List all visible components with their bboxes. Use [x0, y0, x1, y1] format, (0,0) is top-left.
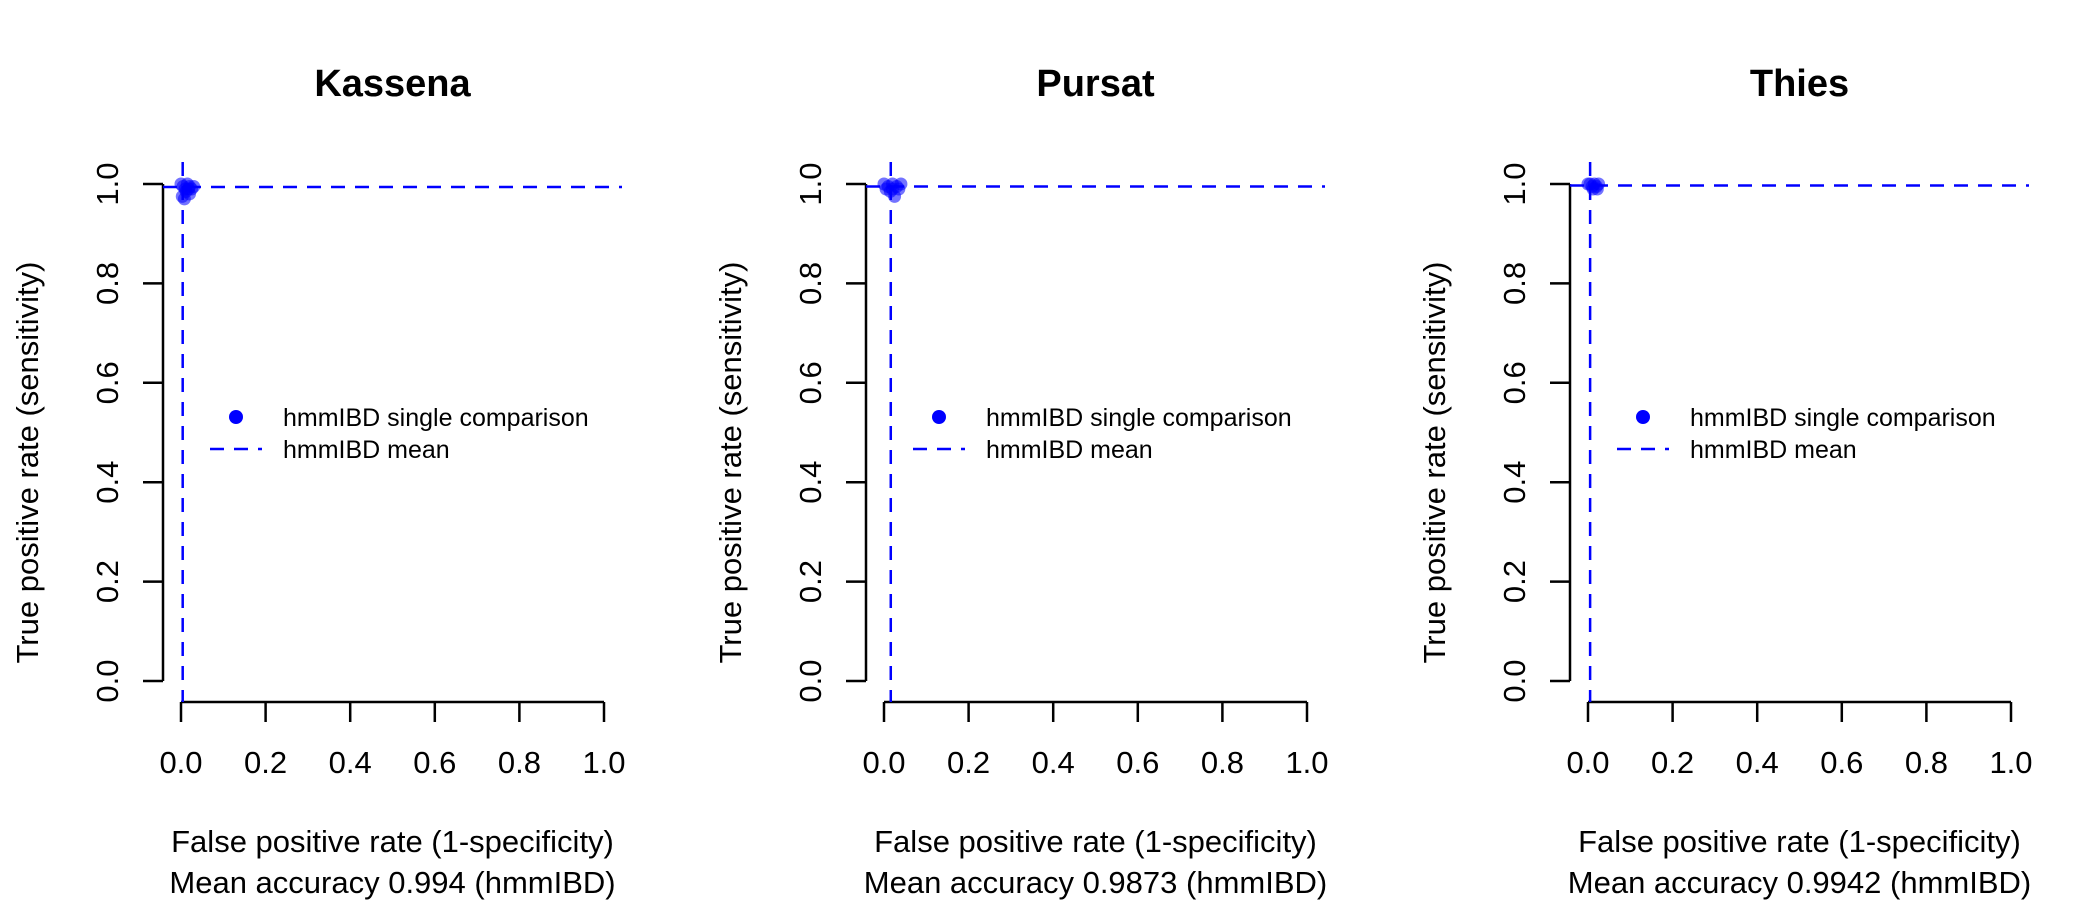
data-point	[182, 182, 196, 196]
y-tick-label: 0.2	[90, 560, 125, 603]
legend-label: hmmIBD single comparison	[283, 404, 589, 432]
y-tick-label: 0.2	[793, 560, 828, 603]
data-point	[1590, 182, 1604, 196]
y-tick-label: 0.2	[1497, 560, 1532, 603]
x-tick-label: 0.4	[1032, 745, 1075, 780]
x-axis-label: False positive rate (1-specificity)	[171, 824, 614, 859]
y-tick-label: 0.0	[1497, 659, 1532, 702]
y-tick-label: 1.0	[793, 162, 828, 205]
x-tick-label: 1.0	[1285, 745, 1328, 780]
y-tick-label: 1.0	[1497, 162, 1532, 205]
x-tick-label: 0.6	[1820, 745, 1863, 780]
legend-label: hmmIBD mean	[1690, 436, 1857, 464]
y-tick-label: 0.4	[1497, 461, 1532, 504]
y-tick-label: 0.4	[90, 461, 125, 504]
mean-accuracy-text: Mean accuracy 0.994 (hmmIBD)	[169, 865, 615, 900]
x-tick-label: 0.2	[947, 745, 990, 780]
y-tick-label: 0.6	[1497, 361, 1532, 404]
x-tick-label: 0.6	[1116, 745, 1159, 780]
x-tick-label: 0.0	[159, 745, 202, 780]
panel-title: Thies	[1750, 63, 1849, 105]
x-tick-label: 0.6	[413, 745, 456, 780]
legend-label: hmmIBD mean	[283, 436, 450, 464]
panel-title: Kassena	[314, 63, 471, 105]
mean-accuracy-text: Mean accuracy 0.9873 (hmmIBD)	[864, 865, 1327, 900]
x-axis-label: False positive rate (1-specificity)	[1578, 824, 2021, 859]
x-tick-label: 1.0	[582, 745, 625, 780]
legend: hmmIBD single comparison hmmIBD mean	[210, 404, 589, 464]
y-tick-label: 0.4	[793, 461, 828, 504]
y-tick-label: 1.0	[90, 162, 125, 205]
x-tick-label: 0.8	[1905, 745, 1948, 780]
y-axis-label: True positive rate (sensitivity)	[713, 262, 748, 664]
roc-panel-pursat: Pursat 0.0 0.2 0.4 0.6 0.8 1.0 0.0 0.2 0.4 0.6 0.8 1…	[713, 63, 1329, 900]
data-point	[885, 182, 899, 196]
legend: hmmIBD single comparison hmmIBD mean	[913, 404, 1292, 464]
x-tick-label: 0.2	[1651, 745, 1694, 780]
mean-accuracy-text: Mean accuracy 0.9942 (hmmIBD)	[1568, 865, 2031, 900]
legend-label: hmmIBD mean	[986, 436, 1153, 464]
y-tick-label: 0.0	[793, 659, 828, 702]
legend-point-marker	[932, 410, 946, 424]
legend-label: hmmIBD single comparison	[1690, 404, 1996, 432]
roc-panel-thies: Thies 0.0 0.2 0.4 0.6 0.8 1.0 0.0 0.2 0.4 0.6 0.8 1.…	[1417, 63, 2033, 900]
data-point	[177, 192, 191, 206]
y-tick-label: 0.8	[793, 262, 828, 305]
x-tick-label: 1.0	[1989, 745, 2032, 780]
x-tick-label: 0.8	[1201, 745, 1244, 780]
y-axis-label: True positive rate (sensitivity)	[10, 262, 45, 664]
y-tick-label: 0.0	[90, 659, 125, 702]
legend-label: hmmIBD single comparison	[986, 404, 1292, 432]
x-tick-label: 0.4	[1736, 745, 1779, 780]
x-axis-label: False positive rate (1-specificity)	[874, 824, 1317, 859]
x-tick-label: 0.2	[244, 745, 287, 780]
legend: hmmIBD single comparison hmmIBD mean	[1617, 404, 1996, 464]
y-tick-label: 0.8	[90, 262, 125, 305]
legend-point-marker	[1636, 410, 1650, 424]
x-tick-label: 0.8	[498, 745, 541, 780]
x-tick-label: 0.4	[329, 745, 372, 780]
x-tick-label: 0.0	[862, 745, 905, 780]
y-tick-label: 0.8	[1497, 262, 1532, 305]
legend-point-marker	[229, 410, 243, 424]
roc-panel-kassena: Kassena 0.0 0.2 0.4 0.6 0.8 1.0 0.0 0.2 0.4 0.6 0.8…	[10, 63, 626, 900]
x-tick-label: 0.0	[1566, 745, 1609, 780]
panel-title: Pursat	[1036, 63, 1155, 105]
y-tick-label: 0.6	[793, 361, 828, 404]
y-axis-label: True positive rate (sensitivity)	[1417, 262, 1452, 664]
y-tick-label: 0.6	[90, 361, 125, 404]
